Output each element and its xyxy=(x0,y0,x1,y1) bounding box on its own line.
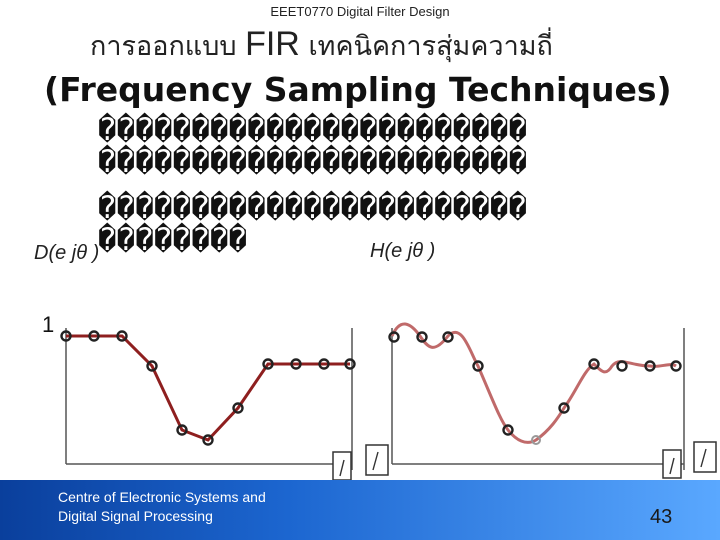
page-number: 43 xyxy=(650,506,673,528)
d-sample xyxy=(88,330,100,342)
d-sample xyxy=(318,358,330,370)
desired-response-label: D(e jθ ) xyxy=(34,242,100,264)
h-sample xyxy=(442,331,454,343)
h-sample xyxy=(670,360,682,372)
y-axis-one-label: 1 xyxy=(42,312,55,337)
d-sample xyxy=(116,330,128,342)
body-text-line-4: �������� xyxy=(98,222,248,258)
body-text-line-1: ����������������������� xyxy=(98,112,528,148)
d-sample xyxy=(344,358,356,370)
body-text-line-2: ����������������������� xyxy=(98,144,528,180)
h-sample-markers xyxy=(388,331,682,436)
d-sample xyxy=(290,358,302,370)
frequency-sampling-figure xyxy=(60,322,717,480)
d-sample xyxy=(146,360,158,372)
footer-organization: Centre of Electronic Systems and Digital… xyxy=(58,489,266,524)
h-sample xyxy=(502,424,514,436)
broken-glyph-boxes xyxy=(332,441,717,480)
course-header: EEET0770 Digital Filter Design xyxy=(270,4,450,19)
body-text-line-3: ����������������������� xyxy=(98,190,528,226)
h-response-curve xyxy=(390,322,677,444)
h-sample xyxy=(588,358,600,370)
d-sample xyxy=(176,424,188,436)
h-extra-sample xyxy=(531,435,541,445)
d-response-curve xyxy=(66,334,350,442)
h-sample xyxy=(388,331,400,343)
thai-title-fir: FIR xyxy=(245,25,300,63)
thai-title-suffix: เทคนิคการสุ่มความถี่ xyxy=(308,31,553,62)
d-sample xyxy=(202,434,214,446)
actual-response-label: H(e jθ ) xyxy=(370,240,436,262)
d-sample xyxy=(60,330,72,342)
h-sample xyxy=(416,331,428,343)
h-sample xyxy=(644,360,656,372)
thai-title: การออกแบบ FIR เทคนิคการสุ่มความถี่ xyxy=(90,24,553,67)
h-sample xyxy=(558,402,570,414)
d-sample-markers xyxy=(60,330,356,446)
h-sample xyxy=(616,360,628,372)
d-sample xyxy=(262,358,274,370)
d-sample xyxy=(232,402,244,414)
footer-bar xyxy=(0,480,720,540)
main-title: (Frequency Sampling Techniques) xyxy=(44,70,672,109)
h-sample xyxy=(472,360,484,372)
thai-title-prefix: การออกแบบ xyxy=(90,31,237,62)
